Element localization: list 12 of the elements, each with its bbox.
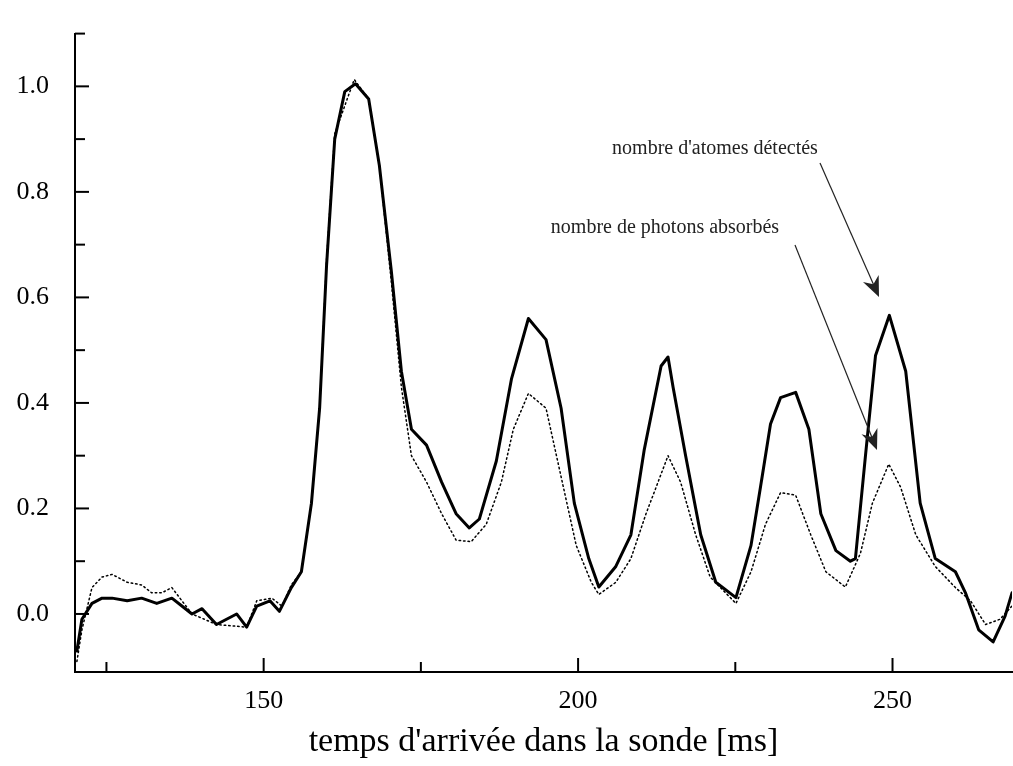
y-tick-label: 1.0	[16, 70, 49, 100]
y-tick-label: 0.4	[16, 386, 49, 416]
x-tick-label: 200	[558, 685, 598, 715]
annotation: nombre d'atomes détectés	[612, 135, 818, 159]
y-tick-label: 0.0	[16, 597, 49, 627]
y-tick-label: 0.8	[16, 175, 49, 205]
x-axis-title: temps d'arrivée dans la sonde [ms]	[308, 720, 779, 758]
annotation: nombre de photons absorbés	[550, 214, 780, 238]
x-tick-label: 150	[244, 685, 284, 715]
y-tick-label: 0.2	[16, 492, 49, 522]
y-tick-label: 0.6	[16, 281, 49, 311]
x-tick-label: 250	[873, 685, 913, 715]
